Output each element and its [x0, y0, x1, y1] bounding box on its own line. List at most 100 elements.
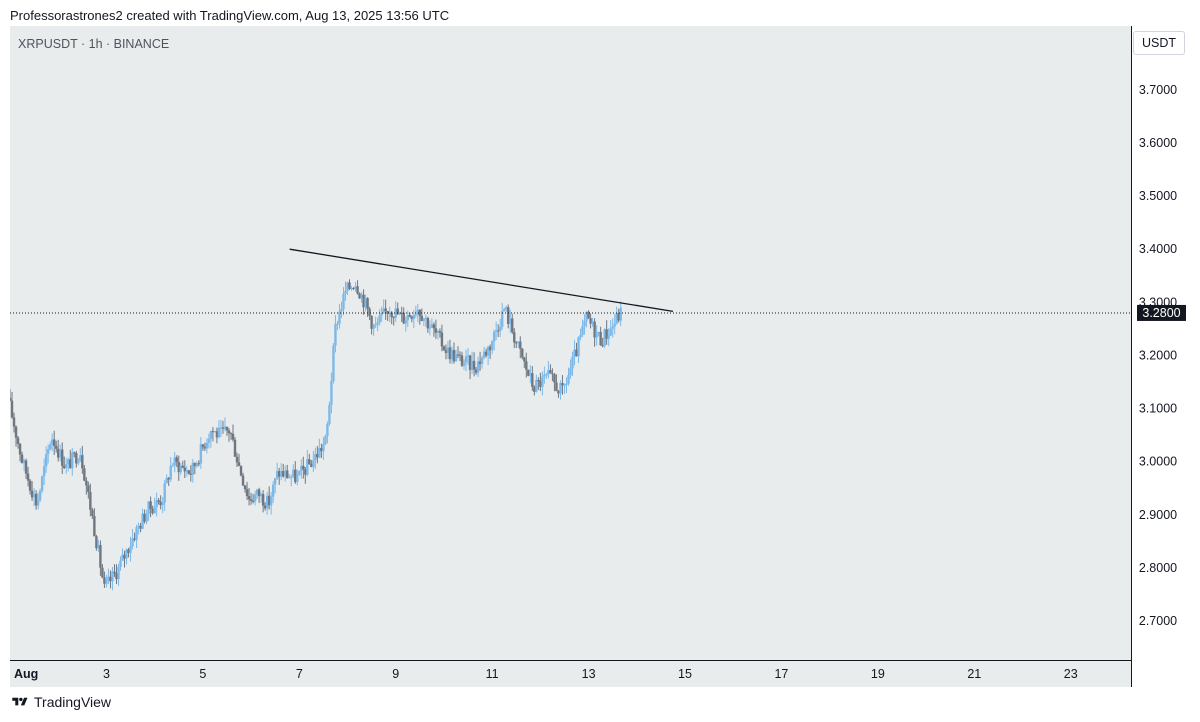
candle-up — [199, 444, 203, 464]
chart-frame[interactable]: 3.80003.70003.60003.50003.40003.30003.20… — [10, 26, 1186, 687]
candle-up — [105, 580, 108, 584]
candle-up — [290, 476, 293, 478]
candle-down — [181, 465, 184, 468]
candle-up — [541, 376, 544, 387]
candle-up — [350, 288, 353, 290]
candle-up — [334, 324, 337, 346]
candle-down — [418, 309, 422, 316]
candle-up — [545, 374, 548, 376]
candle-up — [559, 383, 562, 394]
candle-up — [330, 380, 333, 405]
candle-up — [581, 326, 584, 335]
candle-up — [79, 455, 82, 462]
candle-down — [113, 571, 116, 574]
candle-down — [115, 573, 118, 580]
candle-down — [599, 331, 602, 346]
candle-up — [336, 323, 339, 325]
candle-up — [585, 311, 588, 321]
candle-down — [235, 456, 239, 463]
candle-down — [593, 321, 596, 338]
candle-down — [189, 473, 193, 475]
candle-up — [121, 554, 124, 561]
candle-up — [129, 546, 132, 553]
candle-up — [579, 334, 582, 338]
candle-down — [484, 351, 488, 356]
candle-down — [183, 467, 186, 472]
candle-down — [24, 460, 28, 474]
symbol-label: XRPUSDT · 1h · BINANCE — [18, 37, 170, 51]
candle-down — [496, 330, 500, 332]
candle-down — [157, 500, 160, 502]
candle-up — [573, 349, 576, 357]
candle-up — [470, 360, 474, 370]
candle-up — [416, 309, 420, 315]
candle-up — [595, 332, 598, 338]
candle-up — [135, 527, 138, 540]
candle-up — [454, 354, 458, 362]
candle-down — [282, 471, 285, 477]
candle-up — [169, 465, 172, 480]
candle-down — [257, 489, 261, 497]
candle-down — [16, 437, 20, 444]
candle-down — [233, 439, 237, 457]
candle-up — [265, 495, 269, 509]
candle-down — [81, 455, 84, 469]
time-tick-label: Aug — [14, 667, 38, 681]
candle-down — [143, 513, 146, 522]
candle-up — [412, 315, 416, 319]
candle-up — [583, 320, 586, 327]
candle-down — [392, 316, 395, 318]
candle-down — [286, 470, 289, 479]
candle-down — [249, 499, 253, 501]
currency-button[interactable]: USDT — [1133, 31, 1185, 55]
candle-down — [14, 426, 18, 438]
candle-up — [22, 460, 26, 464]
time-tick-label: 13 — [582, 667, 596, 681]
candle-up — [611, 326, 614, 329]
candle-up — [529, 373, 532, 376]
candle-down — [601, 345, 604, 347]
candle-down — [85, 480, 88, 486]
candle-up — [205, 442, 209, 449]
candle-down — [73, 452, 76, 454]
candle-up — [398, 312, 401, 315]
candle-up — [296, 474, 299, 483]
candle-down — [127, 549, 130, 553]
candle-down — [525, 361, 528, 370]
candle-down — [123, 554, 126, 559]
candle-down — [267, 495, 271, 506]
candle-up — [173, 457, 176, 466]
price-axis-background — [1132, 26, 1186, 661]
time-tick-label: 15 — [678, 667, 692, 681]
candle-down — [358, 293, 361, 299]
candle-up — [354, 286, 357, 289]
candle-up — [428, 327, 432, 329]
candle-up — [195, 463, 199, 467]
candle-down — [221, 427, 225, 429]
time-tick-label: 11 — [486, 667, 499, 681]
candle-up — [480, 357, 484, 364]
candle-up — [48, 444, 52, 450]
candle-up — [376, 322, 379, 325]
candle-down — [215, 431, 219, 438]
candle-up — [378, 315, 381, 323]
time-axis-ticks: Aug 3 5 7 9 11 13 15 17 19 21 23 — [14, 667, 1078, 681]
chart-attribution: Professorastrones2 created with TradingV… — [10, 8, 450, 23]
candle-up — [394, 308, 397, 318]
candle-up — [163, 483, 166, 503]
candle-down — [352, 288, 355, 290]
candle-up — [223, 426, 227, 429]
candle-up — [107, 576, 110, 581]
candle-down — [440, 332, 444, 347]
candle-up — [312, 460, 315, 467]
candle-up — [119, 560, 122, 567]
candle-down — [348, 282, 351, 290]
candle-up — [284, 470, 287, 477]
candle-down — [75, 453, 78, 464]
candle-down — [460, 355, 464, 366]
candle-up — [179, 465, 182, 473]
candle-down — [294, 469, 297, 483]
candlestick-chart[interactable]: 3.80003.70003.60003.50003.40003.30003.20… — [10, 26, 1186, 687]
candle-down — [175, 457, 178, 462]
time-tick-label: 23 — [1064, 667, 1078, 681]
